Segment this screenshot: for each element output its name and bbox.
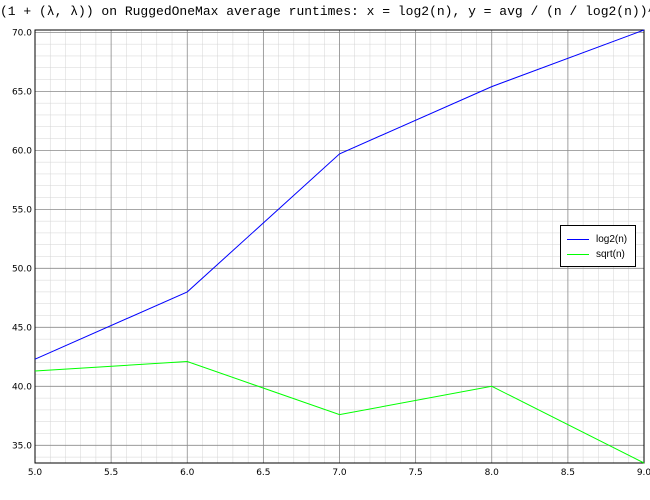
legend-swatch-1 <box>567 253 589 255</box>
x-tick-label: 6.5 <box>256 468 270 478</box>
major-grid <box>34 30 645 463</box>
x-tick-label: 5.5 <box>104 468 118 478</box>
x-tick-label: 6.0 <box>180 468 195 478</box>
x-tick-label: 5.0 <box>28 468 43 478</box>
x-tick-label: 8.5 <box>561 468 575 478</box>
y-tick-label: 40.0 <box>12 382 32 392</box>
series-line-1 <box>34 361 645 464</box>
legend-label-0: log2(n) <box>596 233 628 245</box>
plot-frame <box>34 29 645 464</box>
y-tick-label: 45.0 <box>12 323 32 333</box>
series-layer <box>34 29 645 464</box>
y-tick-label: 60.0 <box>12 146 32 156</box>
x-tick-label: 7.5 <box>408 468 422 478</box>
y-tick-label: 35.0 <box>12 441 32 451</box>
x-tick-label: 9.0 <box>637 468 650 478</box>
chart-title: (1 + (λ, λ)) on RuggedOneMax average run… <box>0 4 650 19</box>
legend-entry-0: log2(n) <box>567 232 627 246</box>
y-tick-label: 70.0 <box>12 28 32 38</box>
legend-swatch-0 <box>567 238 589 240</box>
y-tick-label: 65.0 <box>12 87 32 97</box>
x-tick-label: 7.0 <box>332 468 347 478</box>
y-axis-ticks: 35.0 40.0 45.0 50.0 55.0 60.0 65.0 70.0 <box>12 28 32 451</box>
legend-entry-1: sqrt(n) <box>567 247 625 261</box>
x-tick-label: 8.0 <box>485 468 500 478</box>
legend-label-1: sqrt(n) <box>596 248 625 260</box>
legend: log2(n) sqrt(n) <box>560 225 636 267</box>
series-line-0 <box>34 29 645 360</box>
x-axis-ticks: 5.0 5.5 6.0 6.5 7.0 7.5 8.0 8.5 9.0 <box>28 468 650 478</box>
y-tick-label: 55.0 <box>12 205 32 215</box>
y-tick-label: 50.0 <box>12 264 32 274</box>
